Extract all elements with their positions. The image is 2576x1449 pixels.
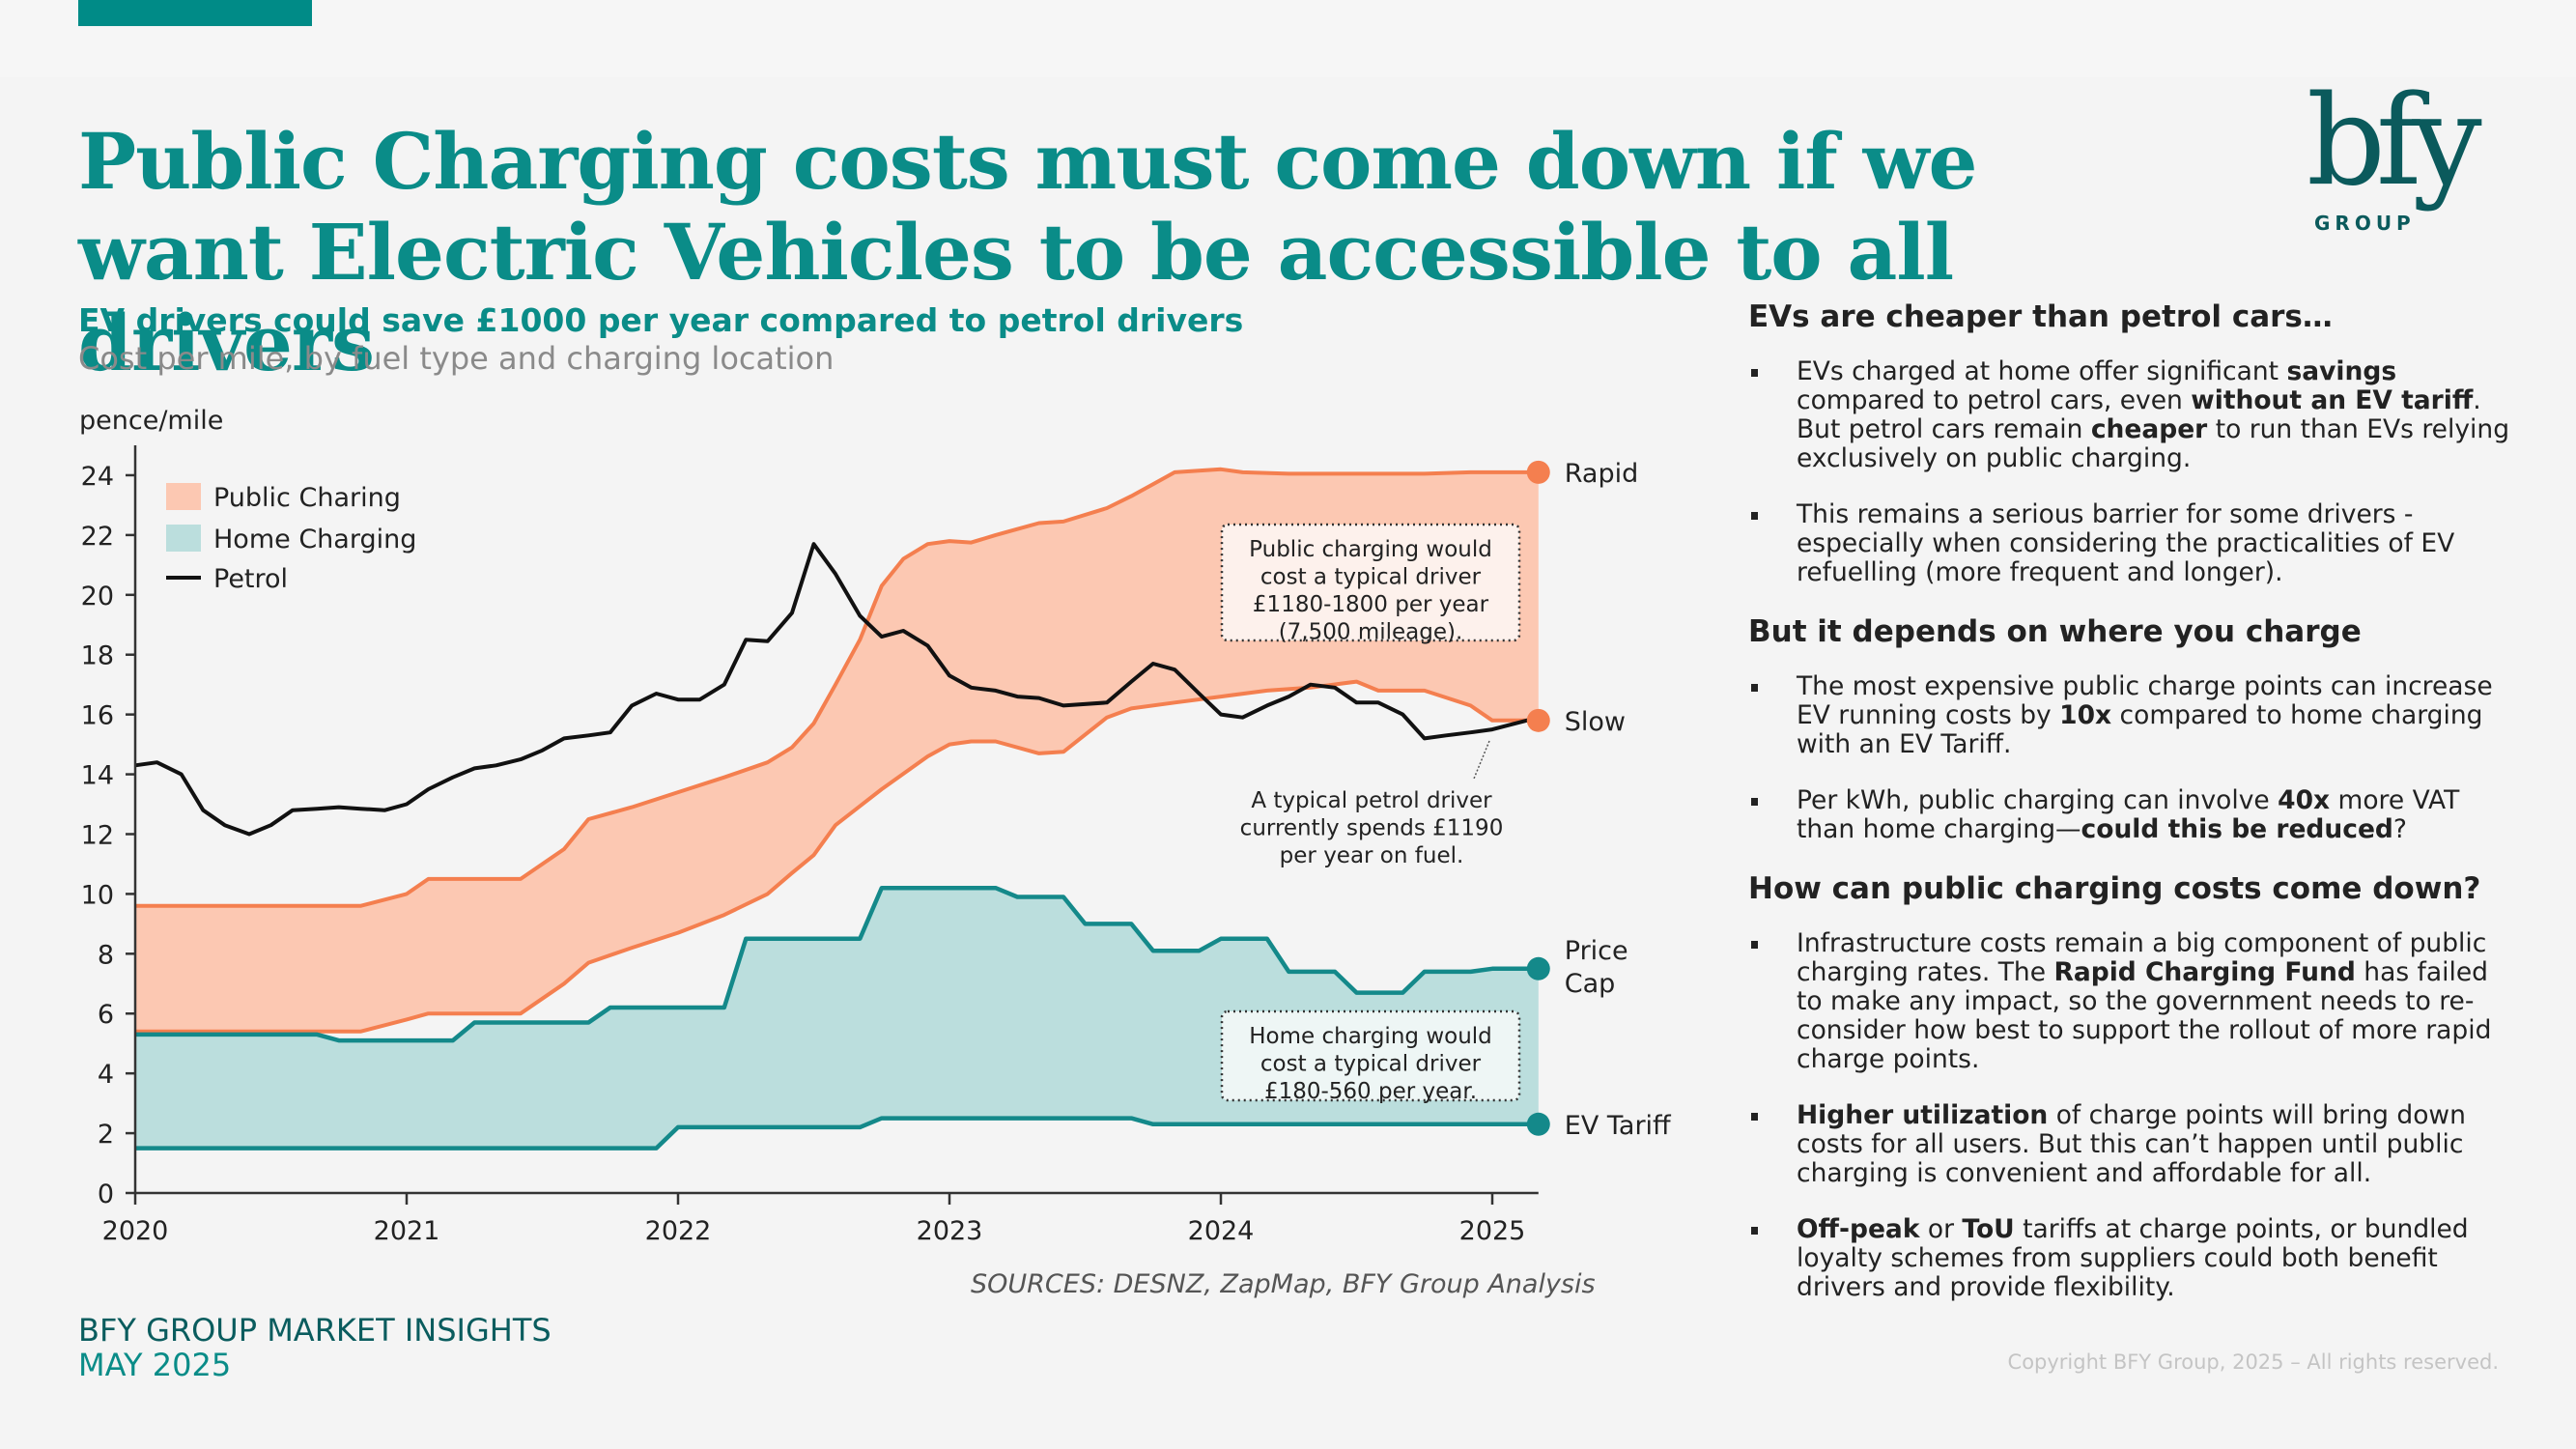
ev-tariff-end-label: EV Tariff [1565, 1111, 1672, 1141]
y-tick-label: 16 [81, 701, 114, 731]
y-tick-label: 0 [98, 1179, 114, 1209]
y-tick-label: 8 [98, 940, 114, 970]
bullet-item: EVs charged at home offer significant sa… [1748, 357, 2521, 473]
legend-swatch-public [166, 483, 201, 510]
x-tick-label: 2020 [102, 1216, 169, 1246]
price-cap-end-marker [1526, 956, 1550, 980]
chart-title: EV drivers could save £1000 per year com… [78, 301, 1244, 339]
bullet-item: The most expensive public charge points … [1748, 672, 2521, 759]
bullet-item: Infrastructure costs remain a big compon… [1748, 929, 2521, 1074]
rapid-line [135, 467, 1539, 908]
petrol-annotation-text: A typical petrol driver currently spends … [1240, 788, 1504, 868]
petrol-annotation-leader [1473, 740, 1490, 780]
home-annotation-box [1220, 1009, 1521, 1102]
y-tick-label: 12 [81, 820, 114, 850]
section-heading: How can public charging costs come down? [1748, 871, 2481, 906]
legend-swatch-home [166, 525, 201, 552]
ev-tariff-line [135, 1116, 1539, 1151]
y-tick-label: 18 [81, 641, 114, 671]
x-tick-label: 2023 [917, 1216, 983, 1246]
slow-end-marker [1526, 708, 1550, 732]
bullet-list: Infrastructure costs remain a big compon… [1748, 929, 2521, 1302]
rapid-end-label: Rapid [1565, 459, 1639, 489]
accent-bar [78, 0, 312, 26]
background-band [0, 77, 2576, 1449]
slow-line [135, 679, 1539, 1034]
bullet-item: Higher utilization of charge points will… [1748, 1101, 2521, 1188]
y-tick-label: 4 [98, 1060, 114, 1090]
bullet-list: The most expensive public charge points … [1748, 672, 2521, 844]
public-charging-band [135, 469, 1539, 1032]
slow-end-label: Slow [1565, 707, 1626, 737]
y-tick-label: 10 [81, 880, 114, 910]
petrol-line [134, 542, 1540, 837]
y-tick-label: 24 [81, 462, 114, 492]
legend-label-home: Home Charging [213, 525, 416, 554]
section-heading: But it depends on where you charge [1748, 614, 2362, 649]
price-cap-line [135, 885, 1539, 1043]
legend-label-petrol: Petrol [213, 564, 288, 594]
logo-text: bfy [2307, 70, 2481, 213]
bullet-item: Off-peak or ToU tariffs at charge points… [1748, 1215, 2521, 1302]
y-tick-label: 2 [98, 1120, 114, 1150]
section-heading: EVs are cheaper than petrol cars… [1748, 299, 2333, 334]
bullet-list: EVs charged at home offer significant sa… [1748, 357, 2521, 587]
page-title: Public Charging costs must come down if … [78, 115, 1977, 388]
bfy-logo: bfy GROUP [2307, 70, 2491, 235]
y-tick-label: 14 [81, 761, 114, 791]
bullet-item: This remains a serious barrier for some … [1748, 500, 2521, 587]
y-tick-label: 22 [81, 522, 114, 552]
copyright-note: Copyright BFY Group, 2025 – All rights r… [2007, 1350, 2499, 1374]
y-axis-label: pence/mile [79, 406, 223, 436]
legend-label-public: Public Charing [213, 483, 401, 513]
sources-note: SOURCES: DESNZ, ZapMap, BFY Group Analys… [971, 1269, 1596, 1299]
x-tick-label: 2021 [374, 1216, 440, 1246]
footer-date: MAY 2025 [78, 1347, 232, 1383]
x-tick-label: 2025 [1459, 1216, 1526, 1246]
bullet-item: Per kWh, public charging can involve 40x… [1748, 786, 2521, 844]
public-annotation-box [1220, 523, 1521, 642]
footer-brand: BFY GROUP MARKET INSIGHTS [78, 1312, 552, 1349]
insights-panel: EVs are cheaper than petrol cars… EVs cha… [1748, 299, 2521, 1329]
y-tick-label: 6 [98, 1000, 114, 1030]
ev-tariff-end-marker [1526, 1112, 1550, 1136]
rapid-end-marker [1526, 460, 1550, 484]
price-cap-end-label: Price Cap [1565, 936, 1628, 999]
y-tick-label: 20 [81, 582, 114, 611]
home-charging-band [135, 888, 1539, 1149]
logo-subtext: GROUP [2314, 212, 2416, 235]
x-tick-label: 2024 [1188, 1216, 1255, 1246]
chart-subtitle: Cost per mile, by fuel type and charging… [78, 340, 835, 377]
x-tick-label: 2022 [645, 1216, 712, 1246]
public-annotation-text: Public charging would cost a typical driv… [1249, 537, 1492, 645]
home-annotation-text: Home charging would cost a typical driver… [1249, 1024, 1492, 1104]
